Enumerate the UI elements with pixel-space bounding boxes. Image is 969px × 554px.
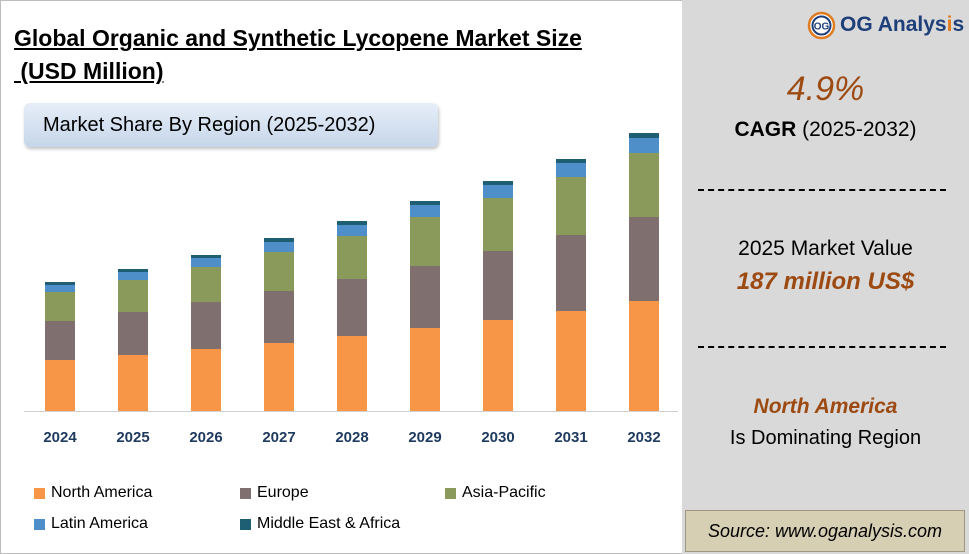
- bar-2027-asia-pacific: [264, 252, 294, 291]
- bar-2026-europe: [191, 302, 221, 349]
- bar-2032-middle-east-africa: [629, 133, 659, 138]
- chart-subtitle: Market Share By Region (2025-2032): [24, 103, 438, 147]
- bar-2030-middle-east-africa: [483, 181, 513, 185]
- legend-label: Middle East & Africa: [257, 515, 401, 532]
- stacked-bar-chart: 2024 2025 2026 2027 2028 2029 2030 2031 2032: [24, 133, 678, 446]
- x-tick-label-2027: 2027: [262, 429, 295, 446]
- cagr-label: CAGR (2025-2032): [682, 118, 969, 142]
- legend-swatch: [445, 488, 456, 499]
- bar-2026-latin-america: [191, 258, 221, 267]
- bar-2025-middle-east-africa: [118, 269, 148, 272]
- bar-2027-north-america: [264, 343, 294, 411]
- bar-2025-latin-america: [118, 272, 148, 280]
- bar-2027-middle-east-africa: [264, 238, 294, 242]
- bar-2029-asia-pacific: [410, 217, 440, 266]
- divider-top: [698, 189, 946, 191]
- legend-label: Latin America: [51, 515, 148, 532]
- x-tick-label-2026: 2026: [189, 429, 222, 446]
- bar-2024-asia-pacific: [45, 292, 75, 321]
- bar-2028-north-america: [337, 336, 367, 411]
- bar-2030-europe: [483, 251, 513, 320]
- cagr-label-bold: CAGR: [734, 118, 797, 141]
- legend-label: Asia-Pacific: [462, 484, 546, 501]
- chart-title: Global Organic and Synthetic Lycopene Ma…: [14, 22, 654, 88]
- bar-2031-middle-east-africa: [556, 159, 586, 163]
- bar-2026-asia-pacific: [191, 267, 221, 302]
- logo-text-accent: i: [946, 13, 953, 36]
- bar-2024-latin-america: [45, 285, 75, 292]
- bar-2024-middle-east-africa: [45, 282, 75, 285]
- bar-2032-north-america: [629, 301, 659, 411]
- logo-text-end: s: [952, 13, 965, 36]
- bar-2029-middle-east-africa: [410, 201, 440, 205]
- bar-2030-latin-america: [483, 185, 513, 198]
- legend-swatch: [240, 488, 251, 499]
- svg-text:OG: OG: [814, 22, 830, 33]
- chart-title-line1: Global Organic and Synthetic Lycopene Ma…: [14, 25, 582, 51]
- bar-2028-asia-pacific: [337, 236, 367, 279]
- bar-2031-asia-pacific: [556, 177, 586, 235]
- x-tick-label-2029: 2029: [408, 429, 441, 446]
- dominating-label: Is Dominating Region: [729, 427, 922, 449]
- x-tick-label-2025: 2025: [116, 429, 149, 446]
- bar-2027-europe: [264, 291, 294, 343]
- bar-2030-north-america: [483, 320, 513, 411]
- x-tick-label-2028: 2028: [335, 429, 368, 446]
- bar-2026-north-america: [191, 349, 221, 411]
- bar-2024-europe: [45, 321, 75, 360]
- logo-text-main: OG Analys: [840, 13, 947, 36]
- bar-2027-latin-america: [264, 242, 294, 252]
- og-logo-icon: OG: [807, 11, 836, 40]
- source-note: Source: www.oganalysis.com: [685, 510, 965, 552]
- bar-2028-latin-america: [337, 225, 367, 236]
- x-tick-label-2032: 2032: [627, 429, 660, 446]
- bar-2024-north-america: [45, 360, 75, 411]
- bar-2025-asia-pacific: [118, 280, 148, 312]
- legend-label: Europe: [257, 484, 309, 501]
- legend-swatch: [240, 519, 251, 530]
- x-tick-label-2031: 2031: [554, 429, 587, 446]
- bar-2028-europe: [337, 279, 367, 336]
- bar-2029-europe: [410, 266, 440, 328]
- legend-label: North America: [51, 484, 153, 501]
- bar-2029-latin-america: [410, 205, 440, 217]
- cagr-value: 4.9%: [786, 70, 865, 108]
- bar-2025-europe: [118, 312, 148, 355]
- x-tick-label-2024: 2024: [43, 429, 77, 446]
- bar-2031-latin-america: [556, 163, 586, 177]
- bar-2031-north-america: [556, 311, 586, 411]
- market-value-amount: 187 million US$: [736, 268, 915, 295]
- bar-2025-north-america: [118, 355, 148, 411]
- bar-2031-europe: [556, 235, 586, 311]
- bar-2029-north-america: [410, 328, 440, 411]
- cagr-label-period: (2025-2032): [796, 118, 917, 141]
- bar-2028-middle-east-africa: [337, 221, 367, 225]
- chart-title-line2: (USD Million): [14, 58, 164, 84]
- market-value-label: 2025 Market Value: [738, 237, 913, 260]
- bar-2032-latin-america: [629, 138, 659, 153]
- x-tick-label-2030: 2030: [481, 429, 514, 446]
- legend-swatch: [34, 519, 45, 530]
- bar-2030-asia-pacific: [483, 198, 513, 251]
- bar-2032-asia-pacific: [629, 153, 659, 217]
- dominating-region: North America: [753, 395, 898, 418]
- bar-2032-europe: [629, 217, 659, 301]
- divider-bottom: [698, 346, 946, 348]
- summary-panel: [682, 0, 969, 554]
- legend-swatch: [34, 488, 45, 499]
- bar-2026-middle-east-africa: [191, 255, 221, 258]
- logo-wordmark: OG Analysis: [840, 13, 964, 37]
